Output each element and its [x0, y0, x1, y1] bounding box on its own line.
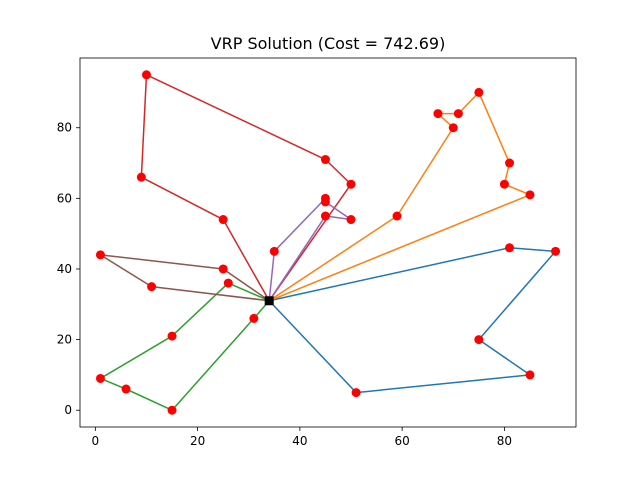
customer-point: [346, 179, 356, 189]
y-tick-label: 20: [57, 333, 72, 347]
customer-point: [121, 384, 131, 394]
y-tick-label: 0: [64, 403, 72, 417]
customer-point: [223, 278, 233, 288]
customer-point: [474, 87, 484, 97]
y-tick-label: 80: [57, 121, 72, 135]
customer-point: [448, 123, 458, 133]
route-line-2: [268, 91, 531, 302]
y-tick-label: 60: [57, 191, 72, 205]
customer-point: [453, 109, 463, 119]
customer-point: [505, 158, 515, 168]
x-tick-label: 40: [292, 434, 307, 448]
customer-point: [351, 388, 361, 398]
customer-point: [136, 172, 146, 182]
plot-area: 0 20 40 60 80 0 20 40 60 80: [57, 57, 577, 448]
customer-point: [167, 405, 177, 415]
customer-point: [269, 246, 279, 256]
customer-point: [320, 197, 330, 207]
x-tick-label: 80: [497, 434, 512, 448]
axes-frame: [79, 57, 577, 428]
customer-point: [320, 155, 330, 165]
customer-point: [505, 243, 515, 253]
y-tick-label: 40: [57, 262, 72, 276]
customer-point: [525, 370, 535, 380]
customer-point: [95, 373, 105, 383]
customer-point: [433, 109, 443, 119]
customer-point: [218, 264, 228, 274]
customer-point: [346, 215, 356, 225]
customer-point: [95, 250, 105, 260]
customer-point: [147, 282, 157, 292]
customer-point: [551, 246, 561, 256]
customer-point: [249, 313, 259, 323]
customer-point: [320, 211, 330, 221]
customer-point: [499, 179, 509, 189]
x-tick-label: 20: [190, 434, 205, 448]
x-tick-label: 60: [395, 434, 410, 448]
customer-point: [525, 190, 535, 200]
route-line-3: [99, 282, 270, 411]
customer-point: [141, 70, 151, 80]
customer-point: [167, 331, 177, 341]
customer-point: [392, 211, 402, 221]
x-tick-label: 0: [92, 434, 100, 448]
customer-point: [218, 215, 228, 225]
customer-point: [474, 335, 484, 345]
depot-marker: [264, 296, 274, 306]
chart-title: VRP Solution (Cost = 742.69): [211, 34, 446, 53]
